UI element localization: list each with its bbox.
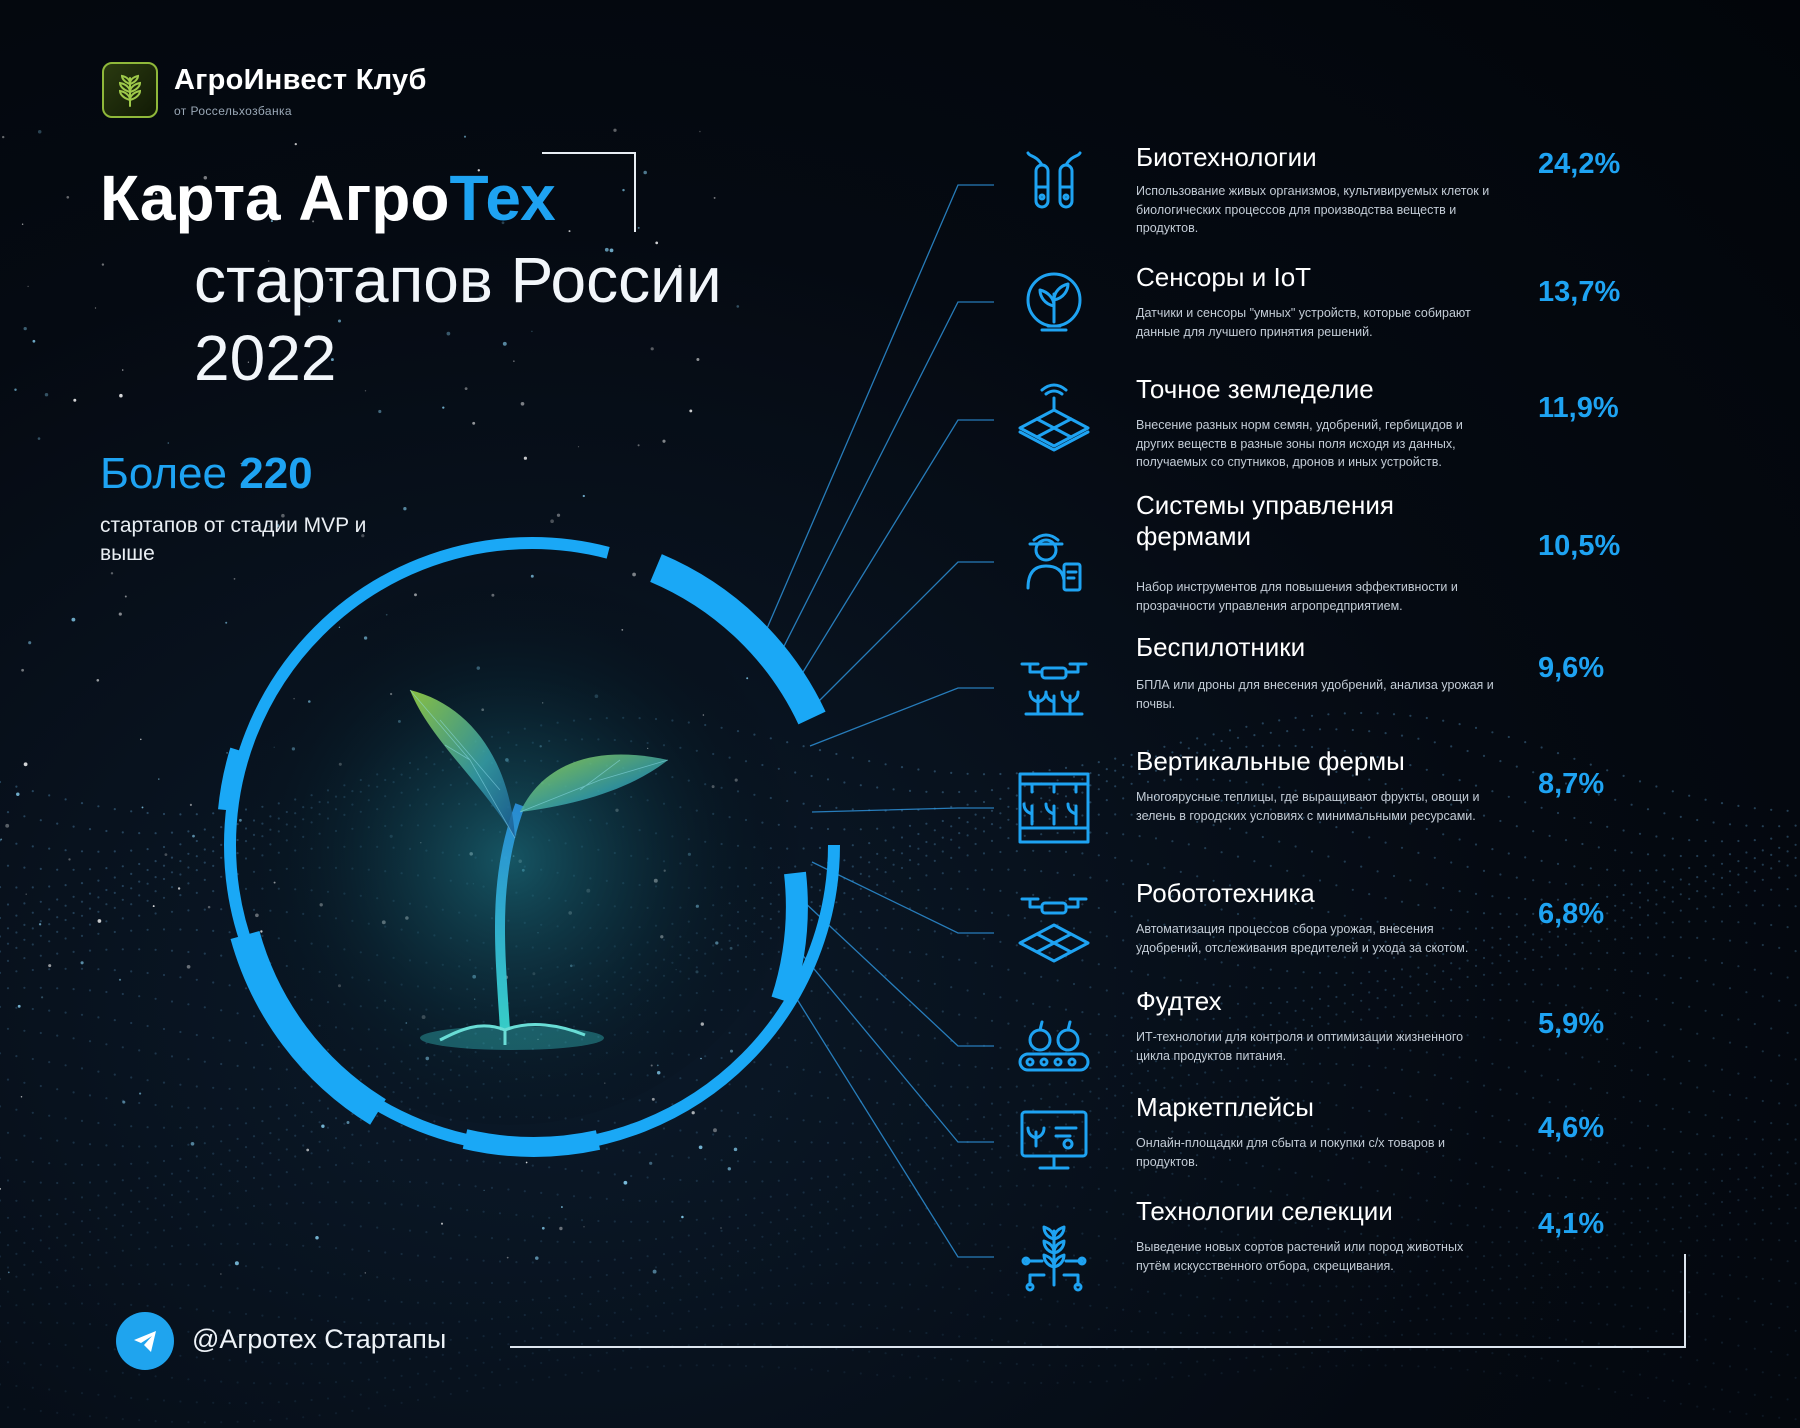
startup-count-prefix: Более <box>100 449 240 498</box>
footer-divider <box>510 1346 1686 1348</box>
category-description: Внесение разных норм семян, удобрений, г… <box>1136 418 1463 469</box>
wheat-circuit-icon <box>1012 1215 1096 1299</box>
startup-count-number: 220 <box>239 449 313 498</box>
category-name: Технологии селекции <box>1136 1196 1393 1226</box>
connector-line <box>789 939 994 1143</box>
title-subline: стартапов России <box>194 244 722 316</box>
precision-field-icon <box>1012 378 1096 462</box>
category-share-value: 5,9% <box>1538 1008 1605 1040</box>
category-share-value: 4,1% <box>1538 1208 1605 1240</box>
connector-line <box>761 184 994 641</box>
category-description: Датчики и сенсоры "умных" устройств, кот… <box>1136 306 1471 339</box>
footer-divider-tick <box>1684 1254 1686 1348</box>
connector-line <box>811 807 994 813</box>
category-name: Системы управления фермами <box>1136 490 1394 551</box>
category-name: Фудтех <box>1136 986 1222 1016</box>
category-name: Точное земледелие <box>1136 374 1374 404</box>
telegram-plane-icon <box>134 1331 156 1352</box>
category-share-value: 8,7% <box>1538 768 1605 800</box>
category-description: Онлайн-площадки для сбыта и покупки с/х … <box>1136 1136 1445 1169</box>
startup-count-caption: стартапов от стадии MVP и выше <box>100 514 367 565</box>
food-conveyor-icon <box>1012 1004 1096 1088</box>
robot-drone-field-icon <box>1012 891 1096 975</box>
category-description: Набор инструментов для повышения эффекти… <box>1136 580 1458 613</box>
connector-line <box>801 899 994 1047</box>
category-share-value: 13,7% <box>1538 276 1621 308</box>
title-year: 2022 <box>194 322 337 394</box>
category-share-value: 10,5% <box>1538 530 1621 562</box>
category-name: Робототехника <box>1136 878 1315 908</box>
title-accent: Тех <box>449 162 556 234</box>
telegram-handle[interactable]: @Агротех Стартапы <box>192 1324 447 1354</box>
category-description: Многоярусные теплицы, где выращивают фру… <box>1136 790 1480 823</box>
category-description: Выведение новых сортов растений или поро… <box>1136 1240 1464 1273</box>
category-name: Беспилотники <box>1136 632 1306 662</box>
category-share-value: 6,8% <box>1538 898 1605 930</box>
telegram-icon[interactable] <box>116 1312 174 1370</box>
category-name: Маркетплейсы <box>1136 1092 1314 1122</box>
category-share-value: 24,2% <box>1538 148 1621 180</box>
startup-count: Более 220 <box>100 452 313 496</box>
drone-icon <box>1012 646 1096 730</box>
connector-line <box>791 419 994 691</box>
connector-line <box>801 561 994 719</box>
category-share-value: 9,6% <box>1538 652 1605 684</box>
title-frame <box>542 152 636 232</box>
sprout <box>409 689 669 1050</box>
brand-subtitle: от Россельхозбанка <box>174 104 292 118</box>
category-description: Использование живых организмов, культиви… <box>1136 184 1490 235</box>
brand-logo <box>102 62 158 118</box>
title-part1: Карта Агро <box>100 162 450 234</box>
category-description: Автоматизация процессов сбора урожая, вн… <box>1136 922 1469 955</box>
category-name: Вертикальные фермы <box>1136 746 1405 776</box>
connector-line <box>811 861 994 934</box>
connector-line <box>775 301 994 663</box>
wheat-logo-icon <box>118 74 142 107</box>
category-description: БПЛА или дроны для внесения удобрений, а… <box>1136 678 1494 711</box>
brand-name: АгроИнвест Клуб <box>174 64 427 96</box>
connector-lines <box>761 184 994 1258</box>
connector-line <box>779 971 994 1258</box>
category-share-value: 4,6% <box>1538 1112 1605 1144</box>
category-name: Сенсоры и IoT <box>1136 262 1312 292</box>
category-name: Биотехнологии <box>1136 142 1317 172</box>
marketplace-monitor-icon <box>1012 1100 1096 1184</box>
connector-line <box>809 687 994 747</box>
test-tubes-icon <box>1012 143 1096 227</box>
ring <box>218 537 840 1157</box>
sensor-plant-icon <box>1012 260 1096 344</box>
category-share-value: 11,9% <box>1538 392 1619 424</box>
category-description: ИТ-технологии для контроля и оптимизации… <box>1136 1030 1464 1063</box>
farmer-tablet-icon <box>1012 520 1096 604</box>
page-title: Карта АгроТех <box>100 166 556 230</box>
vertical-farm-icon <box>1012 766 1096 850</box>
